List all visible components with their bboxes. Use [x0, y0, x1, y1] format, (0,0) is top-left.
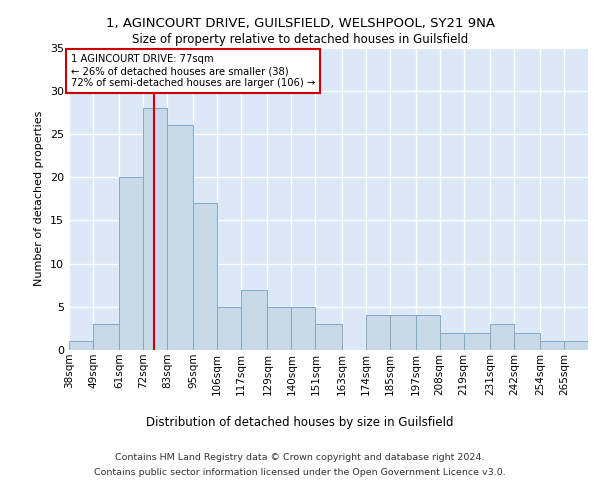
Bar [389, 316, 416, 350]
Text: Contains public sector information licensed under the Open Government Licence v3: Contains public sector information licen… [94, 468, 506, 477]
Bar [93, 324, 119, 350]
Bar [316, 324, 341, 350]
Bar [241, 290, 268, 350]
Text: Size of property relative to detached houses in Guilsfield: Size of property relative to detached ho… [132, 32, 468, 46]
Bar [564, 342, 588, 350]
Bar [514, 332, 540, 350]
Bar [365, 316, 389, 350]
Bar [292, 307, 316, 350]
Text: Distribution of detached houses by size in Guilsfield: Distribution of detached houses by size … [146, 416, 454, 429]
Text: 1 AGINCOURT DRIVE: 77sqm
← 26% of detached houses are smaller (38)
72% of semi-d: 1 AGINCOURT DRIVE: 77sqm ← 26% of detach… [71, 54, 316, 88]
Bar [193, 203, 217, 350]
Bar [217, 307, 241, 350]
Text: 1, AGINCOURT DRIVE, GUILSFIELD, WELSHPOOL, SY21 9NA: 1, AGINCOURT DRIVE, GUILSFIELD, WELSHPOO… [106, 18, 494, 30]
Bar [268, 307, 292, 350]
Bar [464, 332, 490, 350]
Bar [416, 316, 440, 350]
Bar [440, 332, 464, 350]
Bar [69, 342, 93, 350]
Bar [167, 126, 193, 350]
Bar [119, 177, 143, 350]
Bar [540, 342, 564, 350]
Text: Contains HM Land Registry data © Crown copyright and database right 2024.: Contains HM Land Registry data © Crown c… [115, 453, 485, 462]
Y-axis label: Number of detached properties: Number of detached properties [34, 111, 44, 286]
Bar [490, 324, 514, 350]
Bar [143, 108, 167, 350]
